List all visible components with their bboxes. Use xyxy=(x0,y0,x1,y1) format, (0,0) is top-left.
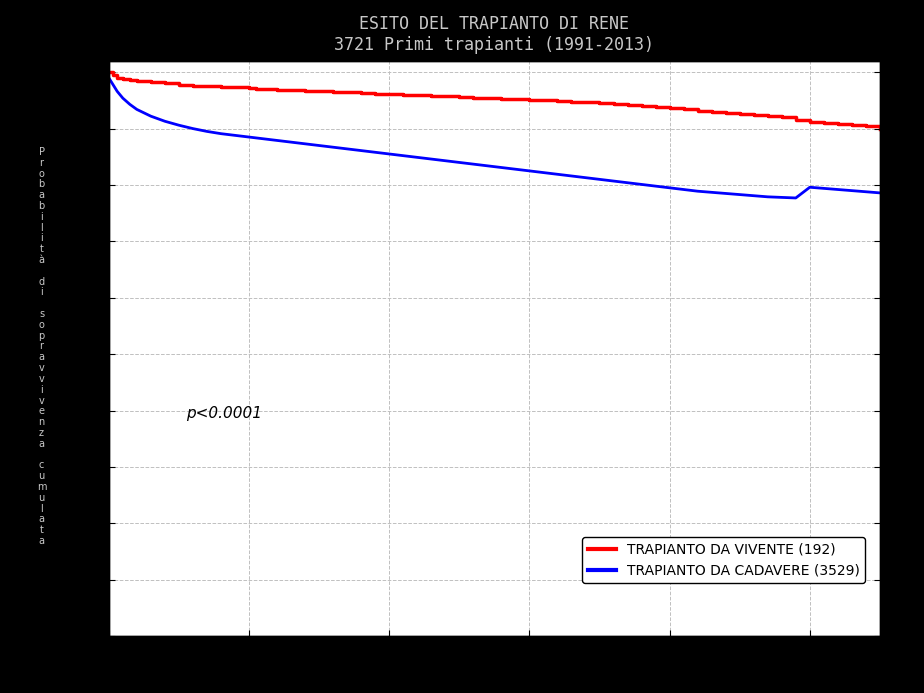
Text: P
r
o
b
a
b
i
l
i
t
à
 
d
i
 
s
o
p
r
a
v
v
i
v
e
n
z
a
 
c
u
m
u
l
a
t
a: P r o b a b i l i t à d i s o p r a v v … xyxy=(37,147,46,546)
Legend: TRAPIANTO DA VIVENTE (192), TRAPIANTO DA CADAVERE (3529): TRAPIANTO DA VIVENTE (192), TRAPIANTO DA… xyxy=(582,537,865,584)
Text: p<0.0001: p<0.0001 xyxy=(186,405,261,421)
Title: ESITO DEL TRAPIANTO DI RENE
3721 Primi trapianti (1991-2013): ESITO DEL TRAPIANTO DI RENE 3721 Primi t… xyxy=(334,15,654,54)
X-axis label: tempo dal trapianto (anni): tempo dal trapianto (anni) xyxy=(394,663,595,678)
